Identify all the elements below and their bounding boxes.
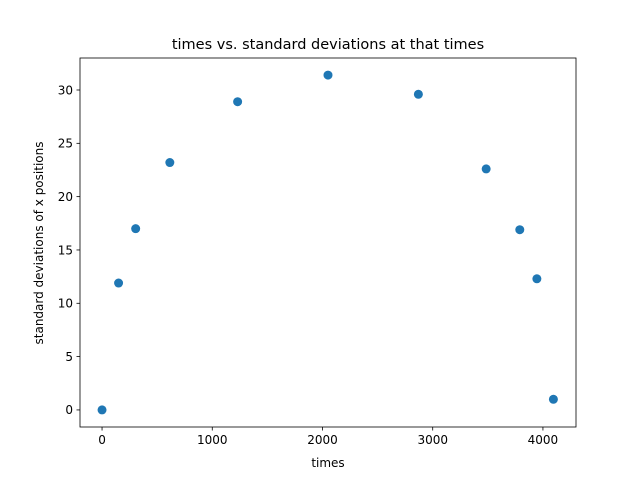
data-point <box>114 278 124 288</box>
y-tick-label: 5 <box>65 350 73 364</box>
chart-title: times vs. standard deviations at that ti… <box>172 37 484 53</box>
x-tick-label: 4000 <box>528 433 559 447</box>
plot-area: 0 1000 2000 3000 4000 0 5 10 15 20 25 30 <box>58 57 577 447</box>
y-tick-label: 0 <box>65 403 73 417</box>
y-axis-label: standard deviations of x positions <box>32 142 46 345</box>
data-point <box>97 405 107 415</box>
x-tick-label: 2000 <box>307 433 338 447</box>
y-tick-label: 10 <box>58 297 73 311</box>
x-tick-label: 3000 <box>417 433 448 447</box>
data-point <box>323 70 333 80</box>
data-point <box>532 274 542 284</box>
data-point <box>515 225 525 235</box>
data-point <box>413 89 423 99</box>
data-point <box>165 158 175 168</box>
data-point <box>233 97 243 107</box>
x-tick-label: 0 <box>98 433 106 447</box>
y-tick-label: 25 <box>58 137 73 151</box>
y-tick-label: 15 <box>58 243 73 257</box>
data-point <box>548 394 558 404</box>
data-point <box>481 164 491 174</box>
axes-frame <box>79 57 577 428</box>
data-point <box>131 224 141 234</box>
x-tick-label: 1000 <box>197 433 228 447</box>
y-tick-label: 20 <box>58 190 73 204</box>
x-axis-label: times <box>311 456 344 470</box>
y-tick-label: 30 <box>58 83 73 97</box>
